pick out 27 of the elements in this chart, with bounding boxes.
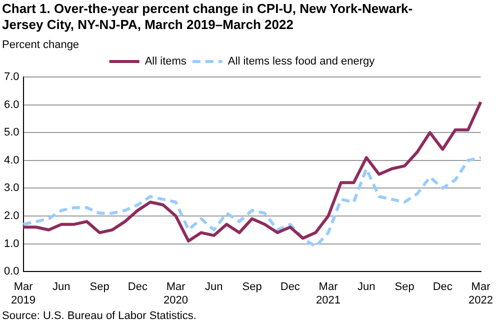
x-tick-label: Dec <box>432 281 453 294</box>
x-tick-label: Sep <box>242 281 262 294</box>
x-tick-label: Sep <box>394 281 414 294</box>
chart-title: Chart 1. Over-the-year percent change in CPI-U, New York-Newark-Jersey City, NY-NJ-PA, March 2019–March 2022 <box>2 1 414 33</box>
x-tick-label: Mar 2020 <box>164 281 188 306</box>
line-series <box>22 156 482 248</box>
x-tick-label: Dec <box>128 281 148 294</box>
y-tick-label: 3.0 <box>4 182 20 194</box>
y-axis-title: Percent change <box>2 39 80 51</box>
y-tick-label: 0.0 <box>4 266 20 278</box>
y-tick-label: 1.0 <box>4 238 20 250</box>
x-tick-label: Dec <box>280 281 300 294</box>
x-tick-label: Mar 2022 <box>468 281 494 306</box>
y-tick-label: 5.0 <box>4 126 20 139</box>
x-tick-label: Mar 2019 <box>11 281 36 306</box>
x-tick-label: Jun <box>358 281 376 294</box>
x-tick-label: Jun <box>205 281 223 294</box>
y-tick-label: 6.0 <box>4 98 20 111</box>
y-tick-label: 4.0 <box>4 154 20 166</box>
x-tick-label: Jun <box>52 281 70 294</box>
y-tick-label: 2.0 <box>4 210 20 222</box>
legend-label: All items less food and energy <box>228 56 376 68</box>
x-tick-label: Mar 2021 <box>316 281 341 306</box>
x-tick-label: Sep <box>90 281 110 294</box>
legend-label: All items <box>144 56 187 68</box>
y-tick-label: 7.0 <box>4 71 20 84</box>
source-note: Source: U.S. Bureau of Labor Statistics. <box>2 310 196 322</box>
